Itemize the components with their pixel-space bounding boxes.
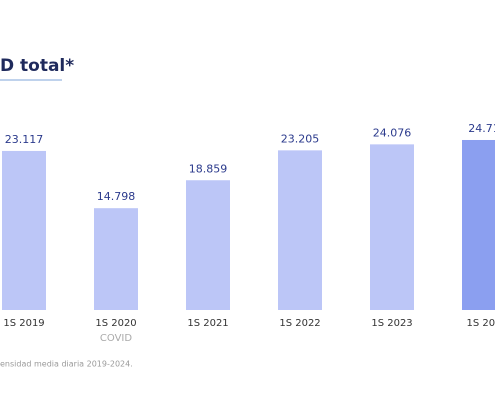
x-tick-label: 1S 2022	[279, 318, 320, 329]
x-tick-label: 1S 202	[467, 318, 495, 329]
bar	[370, 144, 414, 310]
bar	[186, 180, 230, 310]
bar	[2, 150, 46, 310]
x-tick-label: 1S 2023	[371, 318, 412, 329]
x-tick-label: 1S 2019	[3, 318, 44, 329]
value-label: 24.076	[373, 126, 412, 139]
value-label: 14.798	[97, 190, 136, 203]
value-label: 23.205	[281, 132, 320, 145]
chart-title: D total*	[0, 56, 74, 76]
bar	[462, 139, 495, 310]
value-label: 24.71	[468, 122, 495, 135]
value-label: 18.859	[189, 162, 228, 175]
bar	[94, 208, 138, 310]
bar	[278, 150, 322, 310]
value-label: 23.117	[5, 133, 44, 146]
x-tick-sublabel: COVID	[100, 333, 132, 344]
x-tick-label: 1S 2020	[95, 318, 136, 329]
x-tick-label: 1S 2021	[187, 318, 228, 329]
footnote: ensidad media diaria 2019-2024.	[0, 360, 133, 369]
